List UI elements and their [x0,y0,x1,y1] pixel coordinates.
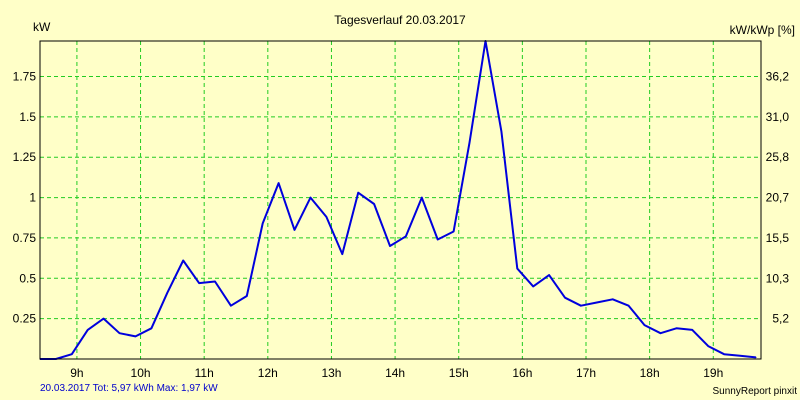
y-ticks-left: 0.25 0.5 0.75 1 1.25 1.5 1.75 [13,70,37,326]
data-point-0-44 [723,353,725,355]
data-point-0-21 [357,192,359,194]
x-tick-label-9: 18h [640,366,660,380]
x-tick-label-0: 9h [70,366,83,380]
data-point-0-41 [675,327,678,329]
plot-frame [39,40,762,360]
data-point-0-3 [71,353,73,355]
data-point-0-27 [453,230,455,233]
y-ticks-right: 5,2 10,3 15,5 20,7 25,8 31,0 36,2 [766,70,790,326]
x-tick-label-3: 12h [258,366,278,380]
y-tick-left-3: 1 [29,191,36,205]
data-point-0-38 [628,305,630,307]
x-tick-label-4: 13h [321,366,341,380]
data-point-0-16 [278,182,280,184]
y-tick-left-0: 0.25 [13,312,37,326]
data-point-0-26 [437,238,439,241]
x-tick-label-2: 11h [195,366,214,380]
data-point-0-32 [532,285,534,287]
y-tick-right-5: 31,0 [766,110,790,124]
data-point-0-20 [341,253,343,255]
chart-title: Tagesverlauf 20.03.2017 [334,13,466,27]
data-point-0-18 [309,197,312,199]
y-tick-right-4: 25,8 [766,150,790,164]
data-point-0-45 [739,355,741,357]
data-point-0-31 [516,268,518,270]
y-tick-right-1: 10,3 [766,271,790,285]
data-point-0-30 [500,130,502,132]
data-point-0-25 [421,197,423,199]
data-point-0-6 [118,332,121,334]
y-tick-left-2: 0.75 [13,231,37,245]
data-point-0-5 [103,318,105,320]
y-tick-right-2: 15,5 [766,231,790,245]
data-point-0-19 [325,216,327,218]
y-tick-left-1: 0.5 [19,271,36,285]
data-point-0-46 [755,356,757,358]
x-tick-label-7: 16h [512,366,532,380]
data-point-0-4 [87,329,89,331]
y-axis-label-right: kW/kWp [%] [730,23,795,37]
data-point-0-9 [166,292,168,294]
data-point-0-15 [262,222,264,224]
data-point-0-8 [150,327,152,329]
data-point-0-12 [214,280,216,283]
data-point-0-24 [405,235,407,237]
x-tick-label-5: 14h [385,366,405,380]
x-tick-label-1: 10h [131,366,151,380]
y-tick-right-0: 5,2 [772,312,789,326]
data-point-0-34 [564,297,566,299]
data-point-0-17 [293,229,296,231]
y-tick-right-3: 20,7 [766,191,790,205]
series-group [39,40,757,360]
data-point-0-22 [373,203,375,205]
grid [40,41,761,359]
data-point-0-28 [468,142,471,144]
y-tick-left-6: 1.75 [13,70,37,84]
x-tick-label-10: 19h [703,366,723,380]
data-point-0-42 [691,329,693,331]
data-point-0-43 [707,345,709,347]
footer-brand: SunnyReport pinxit [713,386,798,397]
y-tick-left-4: 1.25 [13,150,37,164]
x-tick-label-8: 17h [576,366,596,380]
y-axis-label-left: kW [33,20,51,34]
x-ticks: 9h 10h 11h 12h 13h 14h 15h 16h 17h 18h 19h [70,366,723,380]
series-line-0 [40,40,757,360]
data-point-0-36 [596,301,598,304]
data-point-0-13 [230,305,232,307]
data-point-0-35 [580,305,582,307]
y-tick-left-5: 1.5 [19,110,36,124]
data-point-0-10 [182,259,184,262]
y-tick-right-6: 36,2 [766,70,790,84]
data-point-0-14 [246,295,248,297]
footer-summary: 20.03.2017 Tot: 5,97 kWh Max: 1,97 kW [40,383,218,394]
x-tick-label-6: 15h [449,366,469,380]
data-point-0-37 [612,298,614,300]
data-point-0-40 [659,332,662,334]
data-point-0-39 [643,324,646,326]
data-point-0-23 [389,245,391,247]
data-point-0-7 [134,335,137,337]
data-point-0-33 [548,274,550,276]
data-point-0-11 [198,282,200,284]
